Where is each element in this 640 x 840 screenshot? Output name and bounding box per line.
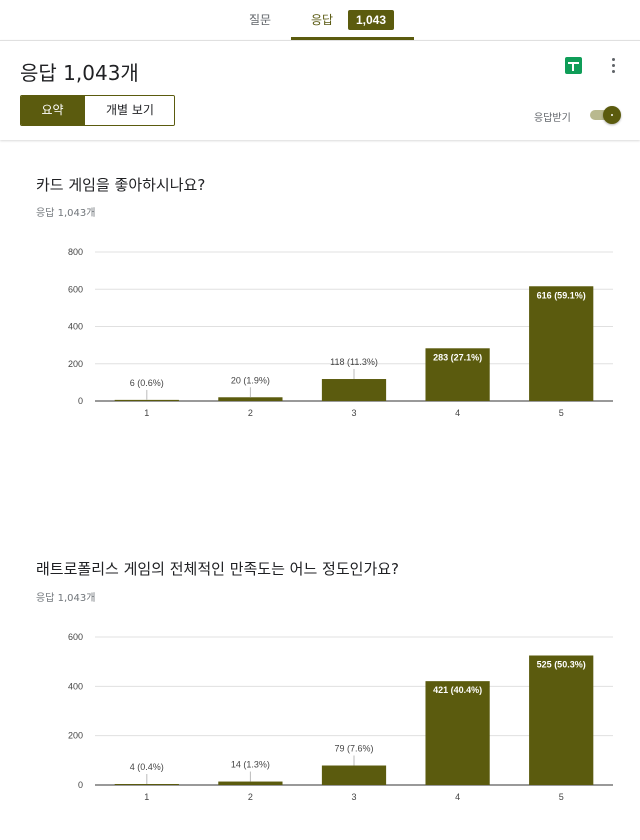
data-label: 79 (7.6%) (334, 744, 373, 754)
data-label: 118 (11.3%) (330, 357, 378, 367)
bar (114, 784, 179, 785)
question-title: 카드 게임을 좋아하시나요? (36, 176, 206, 194)
x-tick-label: 3 (351, 408, 356, 418)
summary-view-button[interactable]: 요약 (21, 96, 84, 125)
question-response-count: 응답 1,043개 (36, 208, 96, 219)
data-label: 283 (27.1%) (433, 352, 482, 362)
y-tick-label: 800 (68, 247, 83, 257)
bar-chart: 0 200 400 600 1 4 (0.4%) 2 14 (1.3%) 3 79 (7.6%) 4… (68, 632, 613, 802)
individual-view-button[interactable]: 개별 보기 (84, 96, 174, 125)
data-label: 4 (0.4%) (130, 762, 164, 772)
bar (425, 348, 490, 401)
tab-responses[interactable]: 응답 1,043 (291, 0, 414, 40)
y-tick-label: 200 (68, 359, 83, 369)
bar (321, 379, 387, 401)
sheets-icon[interactable] (565, 57, 582, 74)
data-label: 421 (40.4%) (433, 685, 482, 695)
bar (321, 765, 387, 785)
toggle-knob (603, 106, 621, 124)
x-tick-label: 5 (559, 408, 564, 418)
more-vert-icon[interactable] (606, 57, 620, 75)
y-tick-label: 400 (68, 681, 83, 691)
y-tick-label: 600 (68, 632, 83, 642)
question-title: 래트로폴리스 게임의 전체적인 만족도는 어느 정도인가요? (36, 560, 400, 578)
responses-header-card: 응답 1,043개 요약 개별 보기 응답받기 (0, 40, 640, 140)
bar (425, 681, 490, 785)
x-tick-label: 4 (455, 792, 460, 802)
view-toggle-group: 요약 개별 보기 (20, 95, 175, 126)
y-tick-label: 400 (68, 322, 83, 332)
accepting-responses-label: 응답받기 (534, 113, 571, 124)
data-label: 20 (1.9%) (231, 375, 270, 385)
x-tick-label: 2 (248, 408, 253, 418)
x-tick-label: 1 (144, 408, 149, 418)
x-tick-label: 2 (248, 792, 253, 802)
active-tab-indicator (291, 37, 414, 40)
bar (529, 286, 594, 401)
x-tick-label: 1 (144, 792, 149, 802)
data-label: 14 (1.3%) (231, 760, 270, 770)
data-label: 616 (59.1%) (537, 290, 586, 300)
bar (114, 399, 179, 401)
y-tick-label: 0 (78, 396, 83, 406)
bar (529, 655, 594, 785)
x-tick-label: 5 (559, 792, 564, 802)
x-tick-label: 4 (455, 408, 460, 418)
x-tick-label: 3 (351, 792, 356, 802)
question-response-count: 응답 1,043개 (36, 593, 96, 604)
data-label: 6 (0.6%) (130, 378, 164, 388)
responses-title: 응답 1,043개 (20, 61, 139, 85)
data-label: 525 (50.3%) (537, 660, 586, 670)
top-tabs: 질문 응답 1,043 (0, 0, 640, 40)
y-tick-label: 0 (78, 780, 83, 790)
bar-chart: 0 200 400 600 800 1 6 (0.6%) 2 20 (1.9%) 3 118 (11… (68, 247, 613, 418)
y-tick-label: 600 (68, 284, 83, 294)
bar (218, 397, 283, 401)
response-count-badge: 1,043 (348, 10, 395, 30)
bar (218, 781, 283, 785)
accepting-responses-toggle[interactable] (588, 106, 622, 124)
y-tick-label: 200 (68, 731, 83, 741)
tab-responses-label: 응답 (311, 13, 334, 27)
tab-questions[interactable]: 질문 (248, 13, 272, 27)
